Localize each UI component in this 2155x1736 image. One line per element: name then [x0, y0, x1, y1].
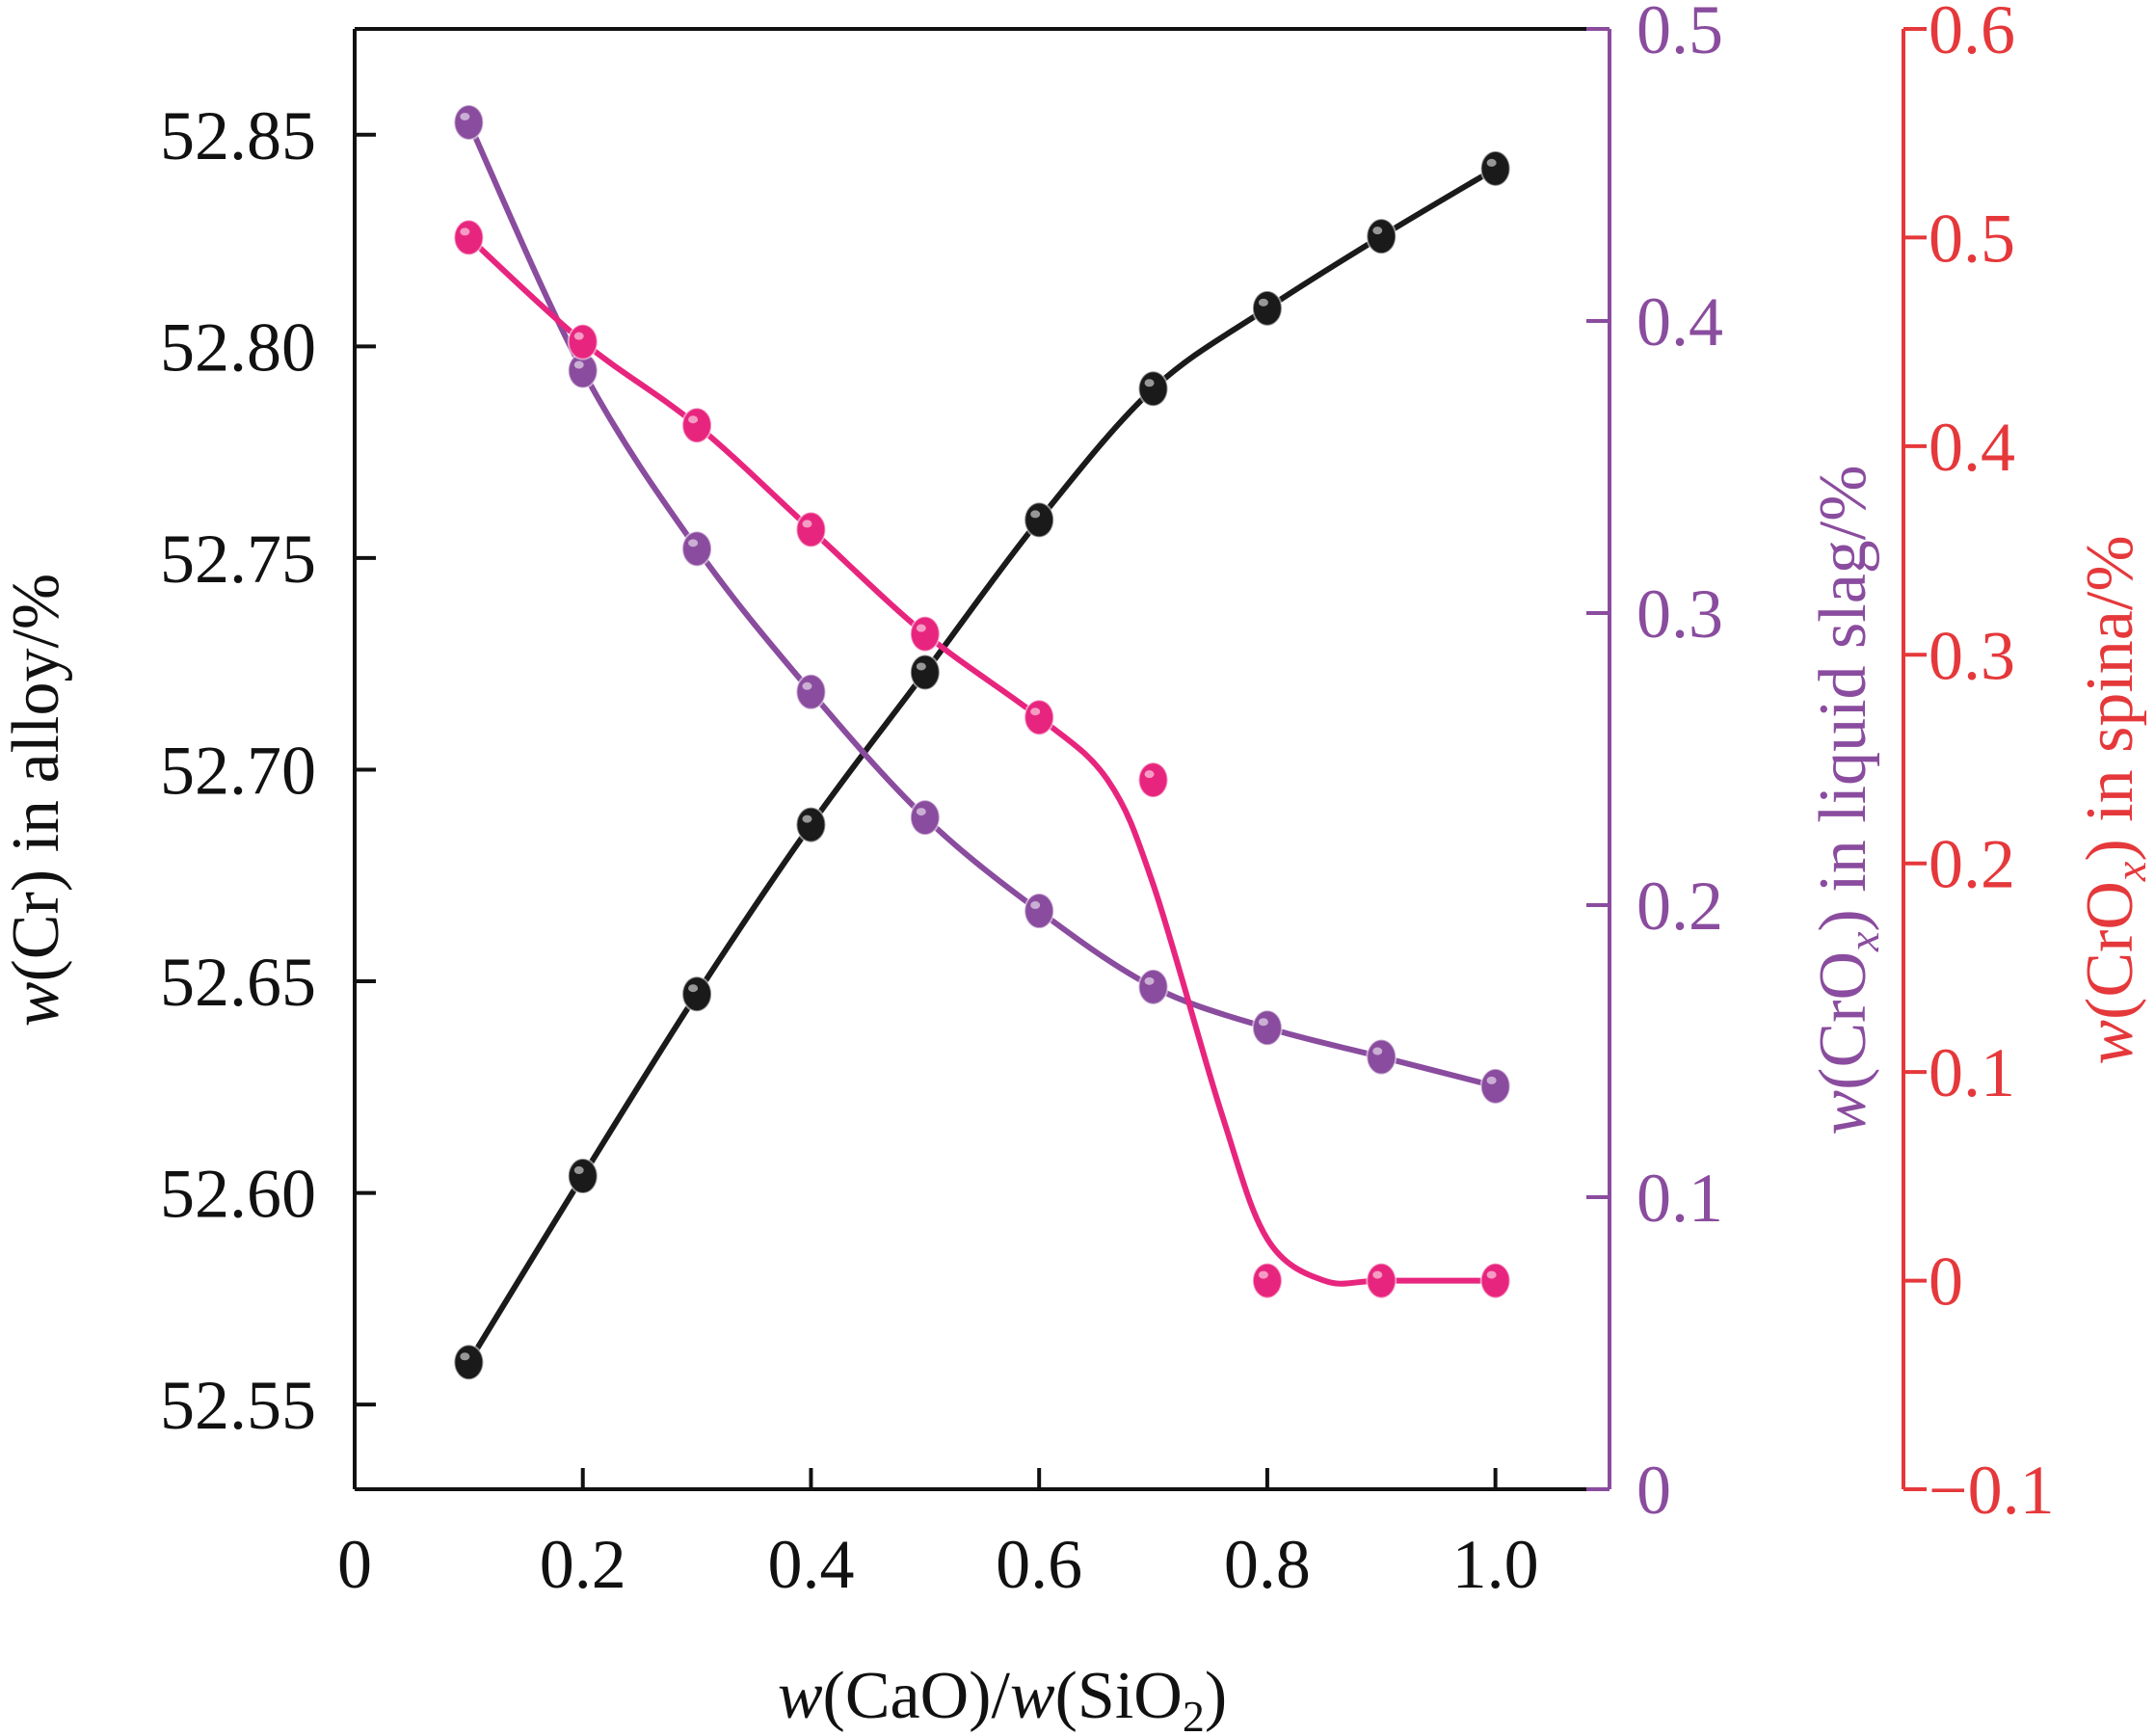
- series-3-point: [567, 323, 599, 361]
- right2-tick-label: 0: [1929, 1243, 1963, 1321]
- series-3-point-highlight: [802, 520, 812, 528]
- x-tick-label: 1.0: [1452, 1526, 1539, 1603]
- series-3-point: [1137, 761, 1169, 799]
- right2-tick-label: 0.3: [1929, 617, 2015, 694]
- series-3-point-highlight: [1144, 770, 1155, 779]
- series-1-point-highlight: [1486, 158, 1497, 167]
- series-3-point: [1479, 1262, 1511, 1299]
- series-3-point-highlight: [1486, 1270, 1497, 1279]
- series-3-point: [909, 615, 941, 653]
- left-tick-label: 52.75: [160, 521, 316, 598]
- right2-tick-label: −0.1: [1929, 1452, 2055, 1529]
- series-3-point-highlight: [573, 332, 584, 340]
- series-2-point: [1479, 1067, 1511, 1105]
- series-1-point-highlight: [573, 1166, 584, 1175]
- right1-tick-label: 0: [1636, 1452, 1671, 1529]
- series-2-point-highlight: [1030, 901, 1041, 910]
- right2-axis-label: w(CrOx) in spina/%: [2073, 535, 2155, 1064]
- x-axis-label: w(CaO)/w(SiO2): [778, 1659, 1227, 1736]
- series-1-point-highlight: [1030, 510, 1041, 519]
- left-tick-label: 52.85: [160, 97, 316, 174]
- series-3-point-highlight: [1030, 708, 1041, 716]
- series-1-point: [1366, 218, 1397, 255]
- right2-tick-label: 0.6: [1929, 0, 2015, 68]
- x-tick-label: 0.6: [996, 1526, 1082, 1603]
- series-3-point-highlight: [1372, 1270, 1383, 1279]
- series-1-point-highlight: [1144, 379, 1155, 387]
- right1-tick-label: 0.4: [1636, 283, 1723, 361]
- right2-tick-label: 0.2: [1929, 826, 2015, 903]
- right1-tick-label: 0.5: [1636, 0, 1723, 68]
- series-1-point-highlight: [460, 1352, 470, 1361]
- series-3-point-highlight: [1258, 1270, 1268, 1279]
- series-2-point-highlight: [916, 808, 926, 816]
- series-line-1: [466, 165, 1499, 1366]
- series-2-point: [681, 530, 713, 568]
- series-1-point: [909, 654, 941, 691]
- left-tick-label: 52.60: [160, 1156, 316, 1233]
- series-1-point: [453, 1344, 485, 1381]
- series-2-point-highlight: [1144, 976, 1155, 985]
- x-tick-label: 0.4: [767, 1526, 854, 1603]
- series-line-3: [466, 234, 1499, 1287]
- left-tick-label: 52.65: [160, 944, 316, 1021]
- series-1-point: [795, 806, 827, 843]
- left-axis-label: w(Cr) in alloy/%: [0, 574, 73, 1028]
- series-3-point: [1024, 699, 1055, 736]
- series-2-point: [1137, 968, 1169, 1005]
- series-2-point: [1024, 893, 1055, 930]
- x-tick-label: 0.2: [540, 1526, 626, 1603]
- series-3-point: [681, 407, 713, 444]
- series-2-point-highlight: [573, 361, 584, 369]
- series-3-point: [795, 511, 827, 548]
- series-2-point-highlight: [802, 681, 812, 690]
- series-2-point-highlight: [460, 112, 470, 120]
- series-2-point: [795, 673, 827, 710]
- series-markers: [453, 103, 1511, 1381]
- series-1-point: [1024, 501, 1055, 539]
- series-2-point: [1366, 1038, 1397, 1076]
- series-1-point: [1137, 370, 1169, 408]
- series-1-point-highlight: [802, 815, 812, 823]
- series-3-point: [1366, 1262, 1397, 1299]
- x-tick-label: 0.8: [1224, 1526, 1311, 1603]
- series-2-point: [1251, 1009, 1283, 1047]
- right1-tick-label: 0.2: [1636, 868, 1723, 945]
- series-1-point-highlight: [688, 984, 699, 993]
- series-lines: [466, 120, 1499, 1366]
- series-2-point-highlight: [1486, 1076, 1497, 1084]
- series-1-point: [1479, 149, 1511, 187]
- series-1-point-highlight: [916, 662, 926, 671]
- right2-tick-label: 0.1: [1929, 1034, 2015, 1111]
- axes-layer: 0 0.2 0.4 0.6 0.8 1.0 52.55 52.60 52.65 52.70 52.7…: [160, 0, 2055, 1603]
- left-tick-label: 52.70: [160, 732, 316, 809]
- series-3-point-highlight: [916, 624, 926, 632]
- right1-tick-label: 0.3: [1636, 575, 1723, 653]
- right1-axis-label: w(CrOx) in liquid slag/%: [1806, 465, 1888, 1135]
- left-tick-label: 52.80: [160, 308, 316, 386]
- series-2-point: [909, 799, 941, 837]
- series-2-point: [453, 103, 485, 141]
- series-3-point-highlight: [460, 227, 470, 236]
- series-1-point-highlight: [1258, 298, 1268, 307]
- right2-tick-label: 0.4: [1929, 409, 2015, 486]
- series-1-point: [1251, 289, 1283, 327]
- series-1-point: [567, 1158, 599, 1195]
- series-2-point-highlight: [688, 539, 699, 548]
- right2-tick-label: 0.5: [1929, 200, 2015, 277]
- series-2-point-highlight: [1258, 1018, 1268, 1027]
- series-line-2: [466, 120, 1499, 1089]
- series-1-point-highlight: [1372, 227, 1383, 235]
- left-tick-label: 52.55: [160, 1367, 316, 1444]
- series-2-point-highlight: [1372, 1047, 1383, 1055]
- series-3-point-highlight: [688, 415, 699, 424]
- series-1-point: [681, 975, 713, 1013]
- series-3-point: [453, 219, 485, 256]
- x-tick-label: 0: [337, 1526, 372, 1603]
- right1-tick-label: 0.1: [1636, 1160, 1723, 1237]
- series-3-point: [1251, 1262, 1283, 1299]
